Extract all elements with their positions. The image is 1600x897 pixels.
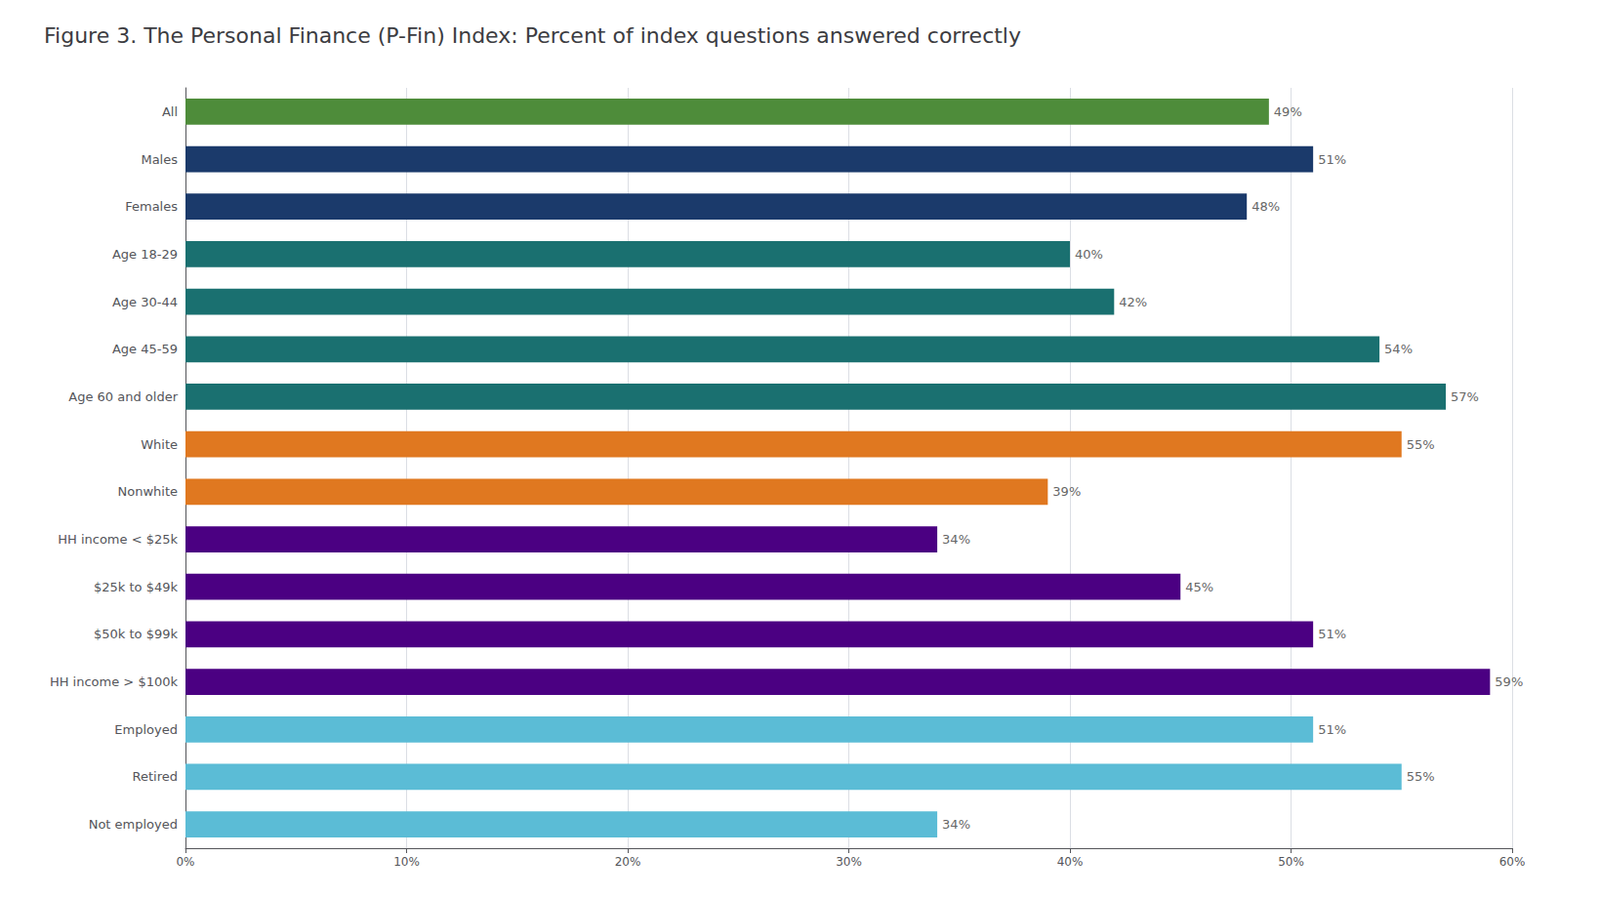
svg-text:Age 45-59: Age 45-59 [112,341,178,357]
svg-text:42%: 42% [1118,294,1148,310]
svg-text:30%: 30% [835,855,862,869]
svg-text:55%: 55% [1406,437,1436,452]
svg-text:$25k to $49k: $25k to $49k [93,579,178,595]
svg-text:40%: 40% [1057,855,1084,869]
svg-text:59%: 59% [1494,674,1523,690]
svg-text:Age 60 and older: Age 60 and older [68,389,178,405]
svg-text:0%: 0% [175,855,195,869]
svg-text:54%: 54% [1384,341,1413,357]
svg-text:Retired: Retired [132,769,178,784]
svg-text:34%: 34% [942,532,971,547]
svg-text:48%: 48% [1251,199,1280,214]
svg-text:Employed: Employed [114,722,178,738]
svg-text:Females: Females [124,199,178,214]
svg-text:51%: 51% [1317,722,1347,738]
svg-text:All: All [162,104,178,120]
svg-text:HH income > $100k: HH income > $100k [49,674,179,690]
svg-text:$50k to $99k: $50k to $99k [93,626,178,642]
svg-text:34%: 34% [942,817,971,832]
svg-text:HH income < $25k: HH income < $25k [57,532,178,547]
svg-text:60%: 60% [1499,855,1526,869]
svg-text:45%: 45% [1185,579,1214,595]
svg-text:Age 30-44: Age 30-44 [112,294,178,310]
svg-text:10%: 10% [393,855,420,869]
svg-text:Figure 3. The Personal Finance: Figure 3. The Personal Finance (P-Fin) I… [43,23,1022,48]
svg-text:White: White [140,437,178,452]
svg-text:40%: 40% [1074,246,1104,262]
svg-text:57%: 57% [1450,389,1479,405]
svg-text:50%: 50% [1277,855,1305,869]
svg-text:Not employed: Not employed [88,817,178,832]
svg-text:Nonwhite: Nonwhite [118,484,179,499]
svg-text:Age 18-29: Age 18-29 [112,246,178,262]
svg-text:51%: 51% [1317,152,1347,167]
svg-text:55%: 55% [1406,769,1436,784]
svg-text:49%: 49% [1273,104,1303,120]
svg-text:Males: Males [140,152,178,167]
svg-text:39%: 39% [1052,484,1081,499]
svg-text:20%: 20% [615,855,642,869]
svg-text:51%: 51% [1317,626,1347,642]
